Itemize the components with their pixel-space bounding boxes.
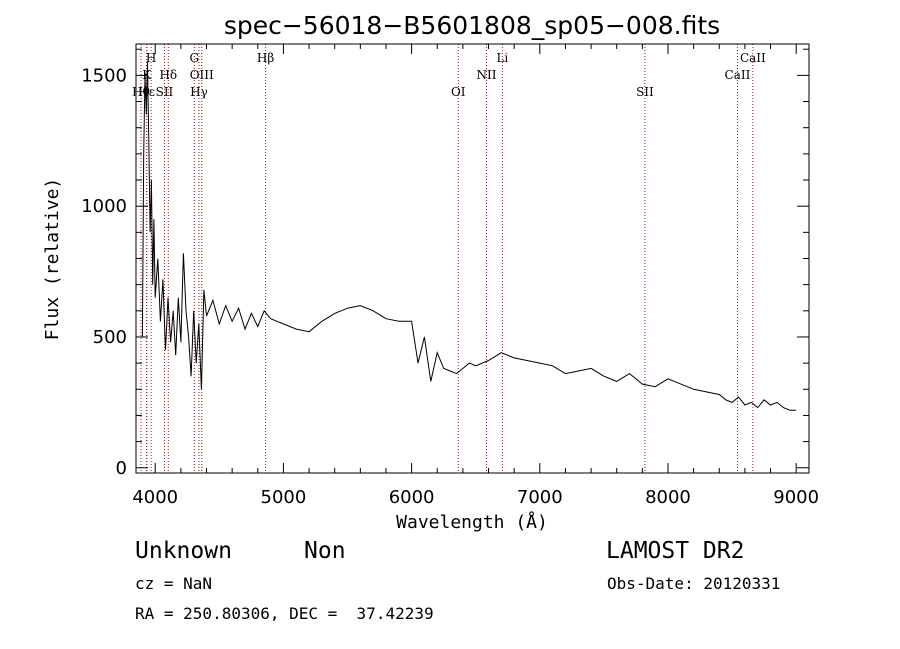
x-axis-ticks: 4000 5000 6000 7000 8000 9000 (132, 44, 819, 508)
line-marker-label: NII (476, 68, 496, 82)
y-tick-label: 0 (116, 458, 127, 479)
x-tick-label: 9000 (773, 487, 819, 508)
x-tick-label: 5000 (261, 487, 307, 508)
line-marker-label: OI (451, 85, 466, 99)
line-marker-label: G (190, 51, 200, 65)
x-tick-label: 8000 (645, 487, 691, 508)
line-marker-label: Hβ (257, 51, 274, 65)
y-tick-label: 1500 (81, 65, 127, 86)
x-tick-label: 4000 (132, 487, 178, 508)
obs-date: Obs-Date: 20120331 (607, 574, 781, 593)
plot-frame (135, 43, 810, 474)
line-marker-label: CaII (725, 68, 751, 82)
line-marker-label: Hδ (159, 68, 177, 82)
line-marker-label: SII (156, 85, 174, 99)
line-marker-label: Li (496, 51, 508, 65)
y-axis-ticks: 0 500 1000 1500 (81, 48, 809, 479)
y-axis-label: Flux (relative) (42, 178, 63, 341)
line-marker-label: H (146, 51, 156, 65)
line-marker-label: OIII (190, 68, 214, 82)
redshift-readout: cz = NaN (135, 574, 213, 593)
y-tick-label: 1000 (81, 196, 127, 217)
line-marker-label: CaII (740, 51, 766, 65)
object-class: Unknown (135, 538, 232, 564)
object-subclass: Non (304, 538, 346, 564)
chart-title: spec−56018−B5601808_sp05−008.fits (224, 11, 720, 40)
line-marker-label: Hγ (190, 85, 208, 99)
line-marker-label: SII (636, 85, 654, 99)
y-tick-label: 500 (93, 327, 127, 348)
spectrum-series (137, 62, 797, 411)
survey-label: LAMOST DR2 (606, 538, 745, 564)
coordinates: RA = 250.80306, DEC = 37.42239 (135, 604, 434, 623)
x-tick-label: 7000 (517, 487, 563, 508)
x-tick-label: 6000 (389, 487, 435, 508)
spectrum-line (137, 62, 797, 411)
x-axis-label: Wavelength (Å) (396, 511, 548, 533)
